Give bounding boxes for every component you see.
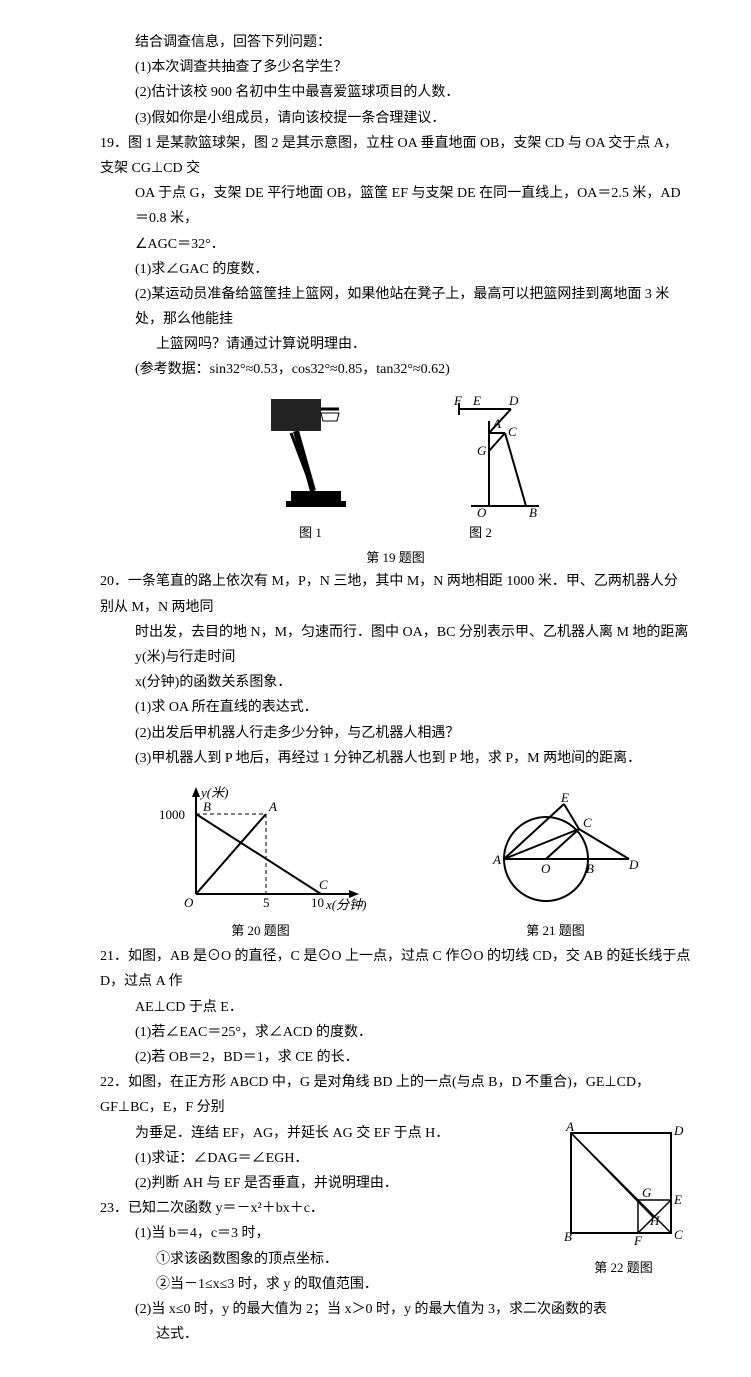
q20-line6: (3)甲机器人到 P 地后，再经过 1 分钟乙机器人也到 P 地，求 P，M 两… [100, 746, 691, 771]
svg-text:O: O [184, 895, 194, 910]
q19-line3: ∠AGC＝32°． [100, 232, 691, 257]
svg-text:D: D [673, 1123, 684, 1138]
q21-line4: (2)若 OB＝2，BD＝1，求 CE 的长． [100, 1045, 691, 1070]
q19-line1: 19．图 1 是某款篮球架，图 2 是其示意图，立柱 OA 垂直地面 OB，支架… [100, 131, 691, 181]
svg-text:A: A [565, 1121, 574, 1134]
svg-text:F: F [453, 393, 463, 408]
fig20-cap: 第 20 题图 [151, 919, 371, 942]
svg-text:C: C [583, 815, 592, 830]
q23-line6: 达式． [100, 1322, 691, 1347]
svg-text:B: B [564, 1229, 572, 1244]
svg-text:C: C [319, 877, 328, 892]
svg-text:G: G [477, 443, 487, 458]
figure-22: A D G E H B F C 第 22 题图 [556, 1121, 691, 1279]
fig19-main-cap: 第 19 题图 [100, 546, 691, 569]
figure-21: E C A O B D 第 21 题图 [471, 789, 641, 942]
svg-text:C: C [674, 1227, 683, 1242]
fig19-cap2: 图 2 [411, 521, 551, 544]
q19-line5: (2)某运动员准备给篮筐挂上篮网，如果他站在凳子上，最高可以把篮网挂到离地面 3… [100, 282, 691, 332]
q20-line1: 20．一条笔直的路上依次有 M，P，N 三地，其中 M，N 两地相距 1000 … [100, 569, 691, 619]
svg-text:1000: 1000 [159, 807, 185, 822]
svg-text:B: B [529, 505, 537, 520]
q21-line3: (1)若∠EAC＝25°，求∠ACD 的度数． [100, 1020, 691, 1045]
svg-text:A: A [492, 416, 501, 431]
svg-text:D: D [508, 393, 519, 408]
intro-line: 结合调查信息，回答下列问题： [100, 30, 691, 55]
svg-text:B: B [203, 799, 211, 814]
q19-line6: 上篮网吗？请通过计算说明理由． [100, 332, 691, 357]
svg-text:A: A [492, 852, 501, 867]
figure-19-row: 图 1 F E D A C G O B 图 2 [100, 391, 691, 544]
q21-line1: 21．如图，AB 是⊙O 的直径，C 是⊙O 上一点，过点 C 作⊙O 的切线 … [100, 944, 691, 994]
q19-line7: (参考数据：sin32°≈0.53，cos32°≈0.85，tan32°≈0.6… [100, 357, 691, 382]
svg-text:y(米): y(米) [199, 785, 228, 800]
figure-19-1: 图 1 [241, 391, 381, 544]
svg-text:F: F [633, 1233, 643, 1248]
svg-text:D: D [628, 857, 639, 872]
svg-text:10: 10 [311, 895, 324, 910]
svg-text:C: C [508, 424, 517, 439]
q20-line2: 时出发，去目的地 N，M，匀速而行．图中 OA，BC 分别表示甲、乙机器人离 M… [100, 620, 691, 670]
intro-sub3: (3)假如你是小组成员，请向该校提一条合理建议． [100, 106, 691, 131]
svg-text:H: H [649, 1213, 660, 1228]
intro-sub1: (1)本次调查共抽查了多少名学生？ [100, 55, 691, 80]
figure-20-21-row: 1000 B A C O 5 10 y(米) x(分钟) 第 20 题图 E C… [100, 779, 691, 942]
svg-text:B: B [586, 861, 594, 876]
q22-line1: 22．如图，在正方形 ABCD 中，G 是对角线 BD 上的一点(与点 B，D … [100, 1070, 691, 1120]
q20-line3: x(分钟)的函数关系图象． [100, 670, 691, 695]
svg-text:O: O [541, 861, 551, 876]
fig21-cap: 第 21 题图 [471, 919, 641, 942]
fig22-cap: 第 22 题图 [556, 1256, 691, 1279]
q20-line4: (1)求 OA 所在直线的表达式． [100, 695, 691, 720]
fig19-cap1: 图 1 [241, 521, 381, 544]
svg-text:x(分钟): x(分钟) [325, 897, 366, 912]
intro-sub2: (2)估计该校 900 名初中生中最喜爱篮球项目的人数． [100, 80, 691, 105]
q20-line5: (2)出发后甲机器人行走多少分钟，与乙机器人相遇？ [100, 721, 691, 746]
svg-text:O: O [477, 505, 487, 520]
svg-text:E: E [673, 1192, 682, 1207]
q21-line2: AE⊥CD 于点 E． [100, 995, 691, 1020]
svg-text:E: E [560, 790, 569, 805]
q23-line5: (2)当 x≤0 时，y 的最大值为 2；当 x＞0 时，y 的最大值为 3，求… [100, 1297, 691, 1322]
svg-text:A: A [268, 799, 277, 814]
figure-19-2: F E D A C G O B 图 2 [411, 391, 551, 544]
svg-text:G: G [642, 1185, 652, 1200]
q19-line4: (1)求∠GAC 的度数． [100, 257, 691, 282]
svg-text:E: E [472, 393, 481, 408]
figure-20: 1000 B A C O 5 10 y(米) x(分钟) 第 20 题图 [151, 779, 371, 942]
svg-text:5: 5 [263, 895, 270, 910]
q19-line2: OA 于点 G，支架 DE 平行地面 OB，篮筐 EF 与支架 DE 在同一直线… [100, 181, 691, 231]
